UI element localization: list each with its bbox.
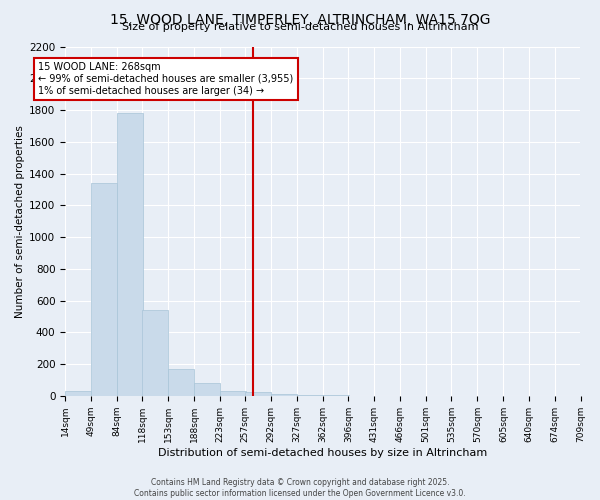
Bar: [297, 395, 323, 396]
Bar: [142, 310, 168, 396]
Bar: [91, 183, 117, 396]
Text: Contains HM Land Registry data © Crown copyright and database right 2025.
Contai: Contains HM Land Registry data © Crown c…: [134, 478, 466, 498]
Bar: [117, 113, 143, 396]
Bar: [271, 394, 297, 396]
Bar: [245, 392, 271, 396]
Bar: [65, 391, 91, 396]
X-axis label: Distribution of semi-detached houses by size in Altrincham: Distribution of semi-detached houses by …: [158, 448, 487, 458]
Text: Size of property relative to semi-detached houses in Altrincham: Size of property relative to semi-detach…: [122, 22, 478, 32]
Text: 15, WOOD LANE, TIMPERLEY, ALTRINCHAM, WA15 7QG: 15, WOOD LANE, TIMPERLEY, ALTRINCHAM, WA…: [110, 12, 490, 26]
Bar: [220, 391, 246, 396]
Bar: [168, 369, 194, 396]
Text: 15 WOOD LANE: 268sqm
← 99% of semi-detached houses are smaller (3,955)
1% of sem: 15 WOOD LANE: 268sqm ← 99% of semi-detac…: [38, 62, 293, 96]
Bar: [194, 383, 220, 396]
Y-axis label: Number of semi-detached properties: Number of semi-detached properties: [15, 124, 25, 318]
